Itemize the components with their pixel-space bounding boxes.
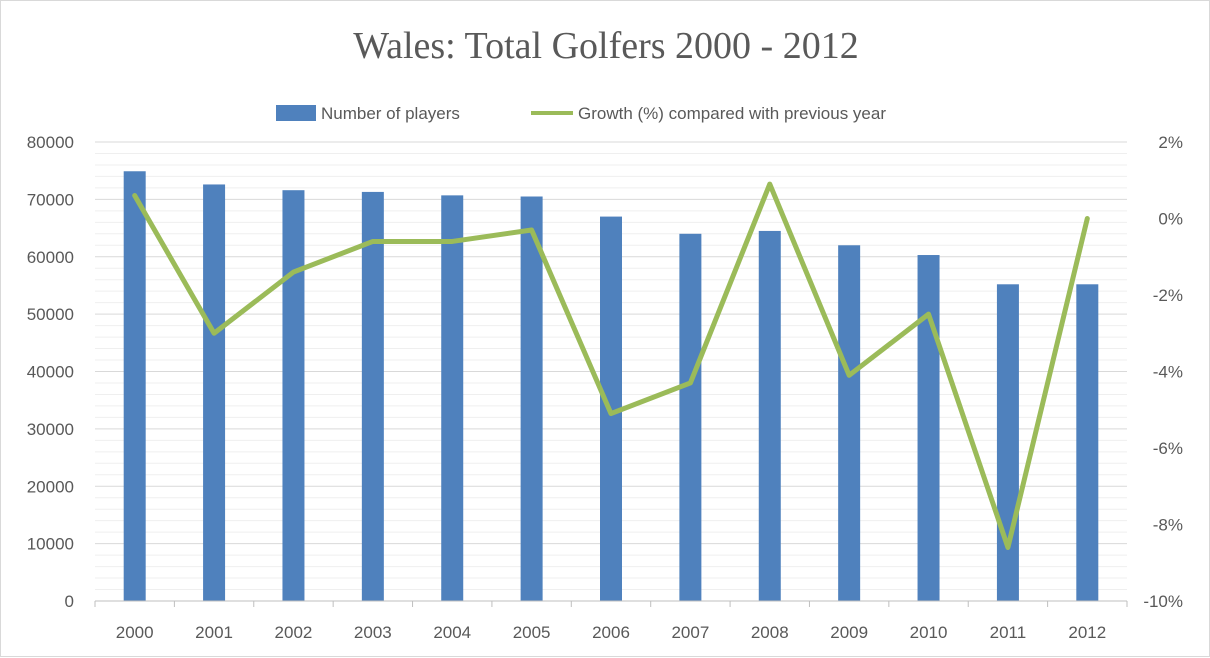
y-left-tick-label: 70000 [27, 190, 74, 209]
x-tick-label-2012: 2012 [1068, 623, 1106, 642]
y-right-tick-label: 0% [1158, 210, 1183, 229]
bar-2003 [362, 192, 384, 601]
y-right-tick-label: 2% [1158, 133, 1183, 152]
bar-2001 [203, 184, 225, 601]
bar-2008 [759, 231, 781, 601]
x-tick-label-2002: 2002 [275, 623, 313, 642]
y-left-tick-label: 50000 [27, 305, 74, 324]
x-tick-label-2010: 2010 [910, 623, 948, 642]
bar-2011 [997, 284, 1019, 601]
x-tick-label-2000: 2000 [116, 623, 154, 642]
x-tick-label-2011: 2011 [990, 623, 1027, 642]
x-tick-label-2005: 2005 [513, 623, 551, 642]
y-right-tick-label: -6% [1153, 439, 1183, 458]
y-left-tick-label: 40000 [27, 363, 74, 382]
legend-label-growth: Growth (%) compared with previous year [578, 104, 886, 123]
bar-2002 [282, 190, 304, 601]
bar-2005 [521, 197, 543, 601]
y-left-tick-label: 60000 [27, 248, 74, 267]
y-left-tick-label: 10000 [27, 535, 74, 554]
bar-2012 [1076, 284, 1098, 601]
bar-2000 [124, 171, 146, 601]
y-left-tick-label: 30000 [27, 420, 74, 439]
y-right-tick-label: -2% [1153, 286, 1183, 305]
y-left-tick-label: 0 [65, 592, 74, 611]
y-left-tick-label: 80000 [27, 133, 74, 152]
x-tick-label-2004: 2004 [433, 623, 471, 642]
bar-2004 [441, 195, 463, 601]
x-tick-label-2006: 2006 [592, 623, 630, 642]
bar-2007 [679, 234, 701, 601]
bar-2009 [838, 245, 860, 601]
y-right-tick-label: -10% [1143, 592, 1183, 611]
y-right-tick-label: -8% [1153, 516, 1183, 535]
y-right-tick-label: -4% [1153, 363, 1183, 382]
bar-2010 [918, 255, 940, 601]
x-tick-label-2008: 2008 [751, 623, 789, 642]
y-left-tick-label: 20000 [27, 477, 74, 496]
x-tick-label-2001: 2001 [195, 623, 233, 642]
legend-label-number-of-players: Number of players [321, 104, 460, 123]
legend: Number of players Growth (%) compared wi… [276, 104, 886, 123]
axes [95, 601, 1127, 607]
legend-swatch-number-of-players [276, 105, 316, 121]
x-tick-label-2009: 2009 [830, 623, 868, 642]
x-tick-label-2003: 2003 [354, 623, 392, 642]
chart-title: Wales: Total Golfers 2000 - 2012 [353, 25, 858, 67]
x-tick-label-2007: 2007 [671, 623, 709, 642]
